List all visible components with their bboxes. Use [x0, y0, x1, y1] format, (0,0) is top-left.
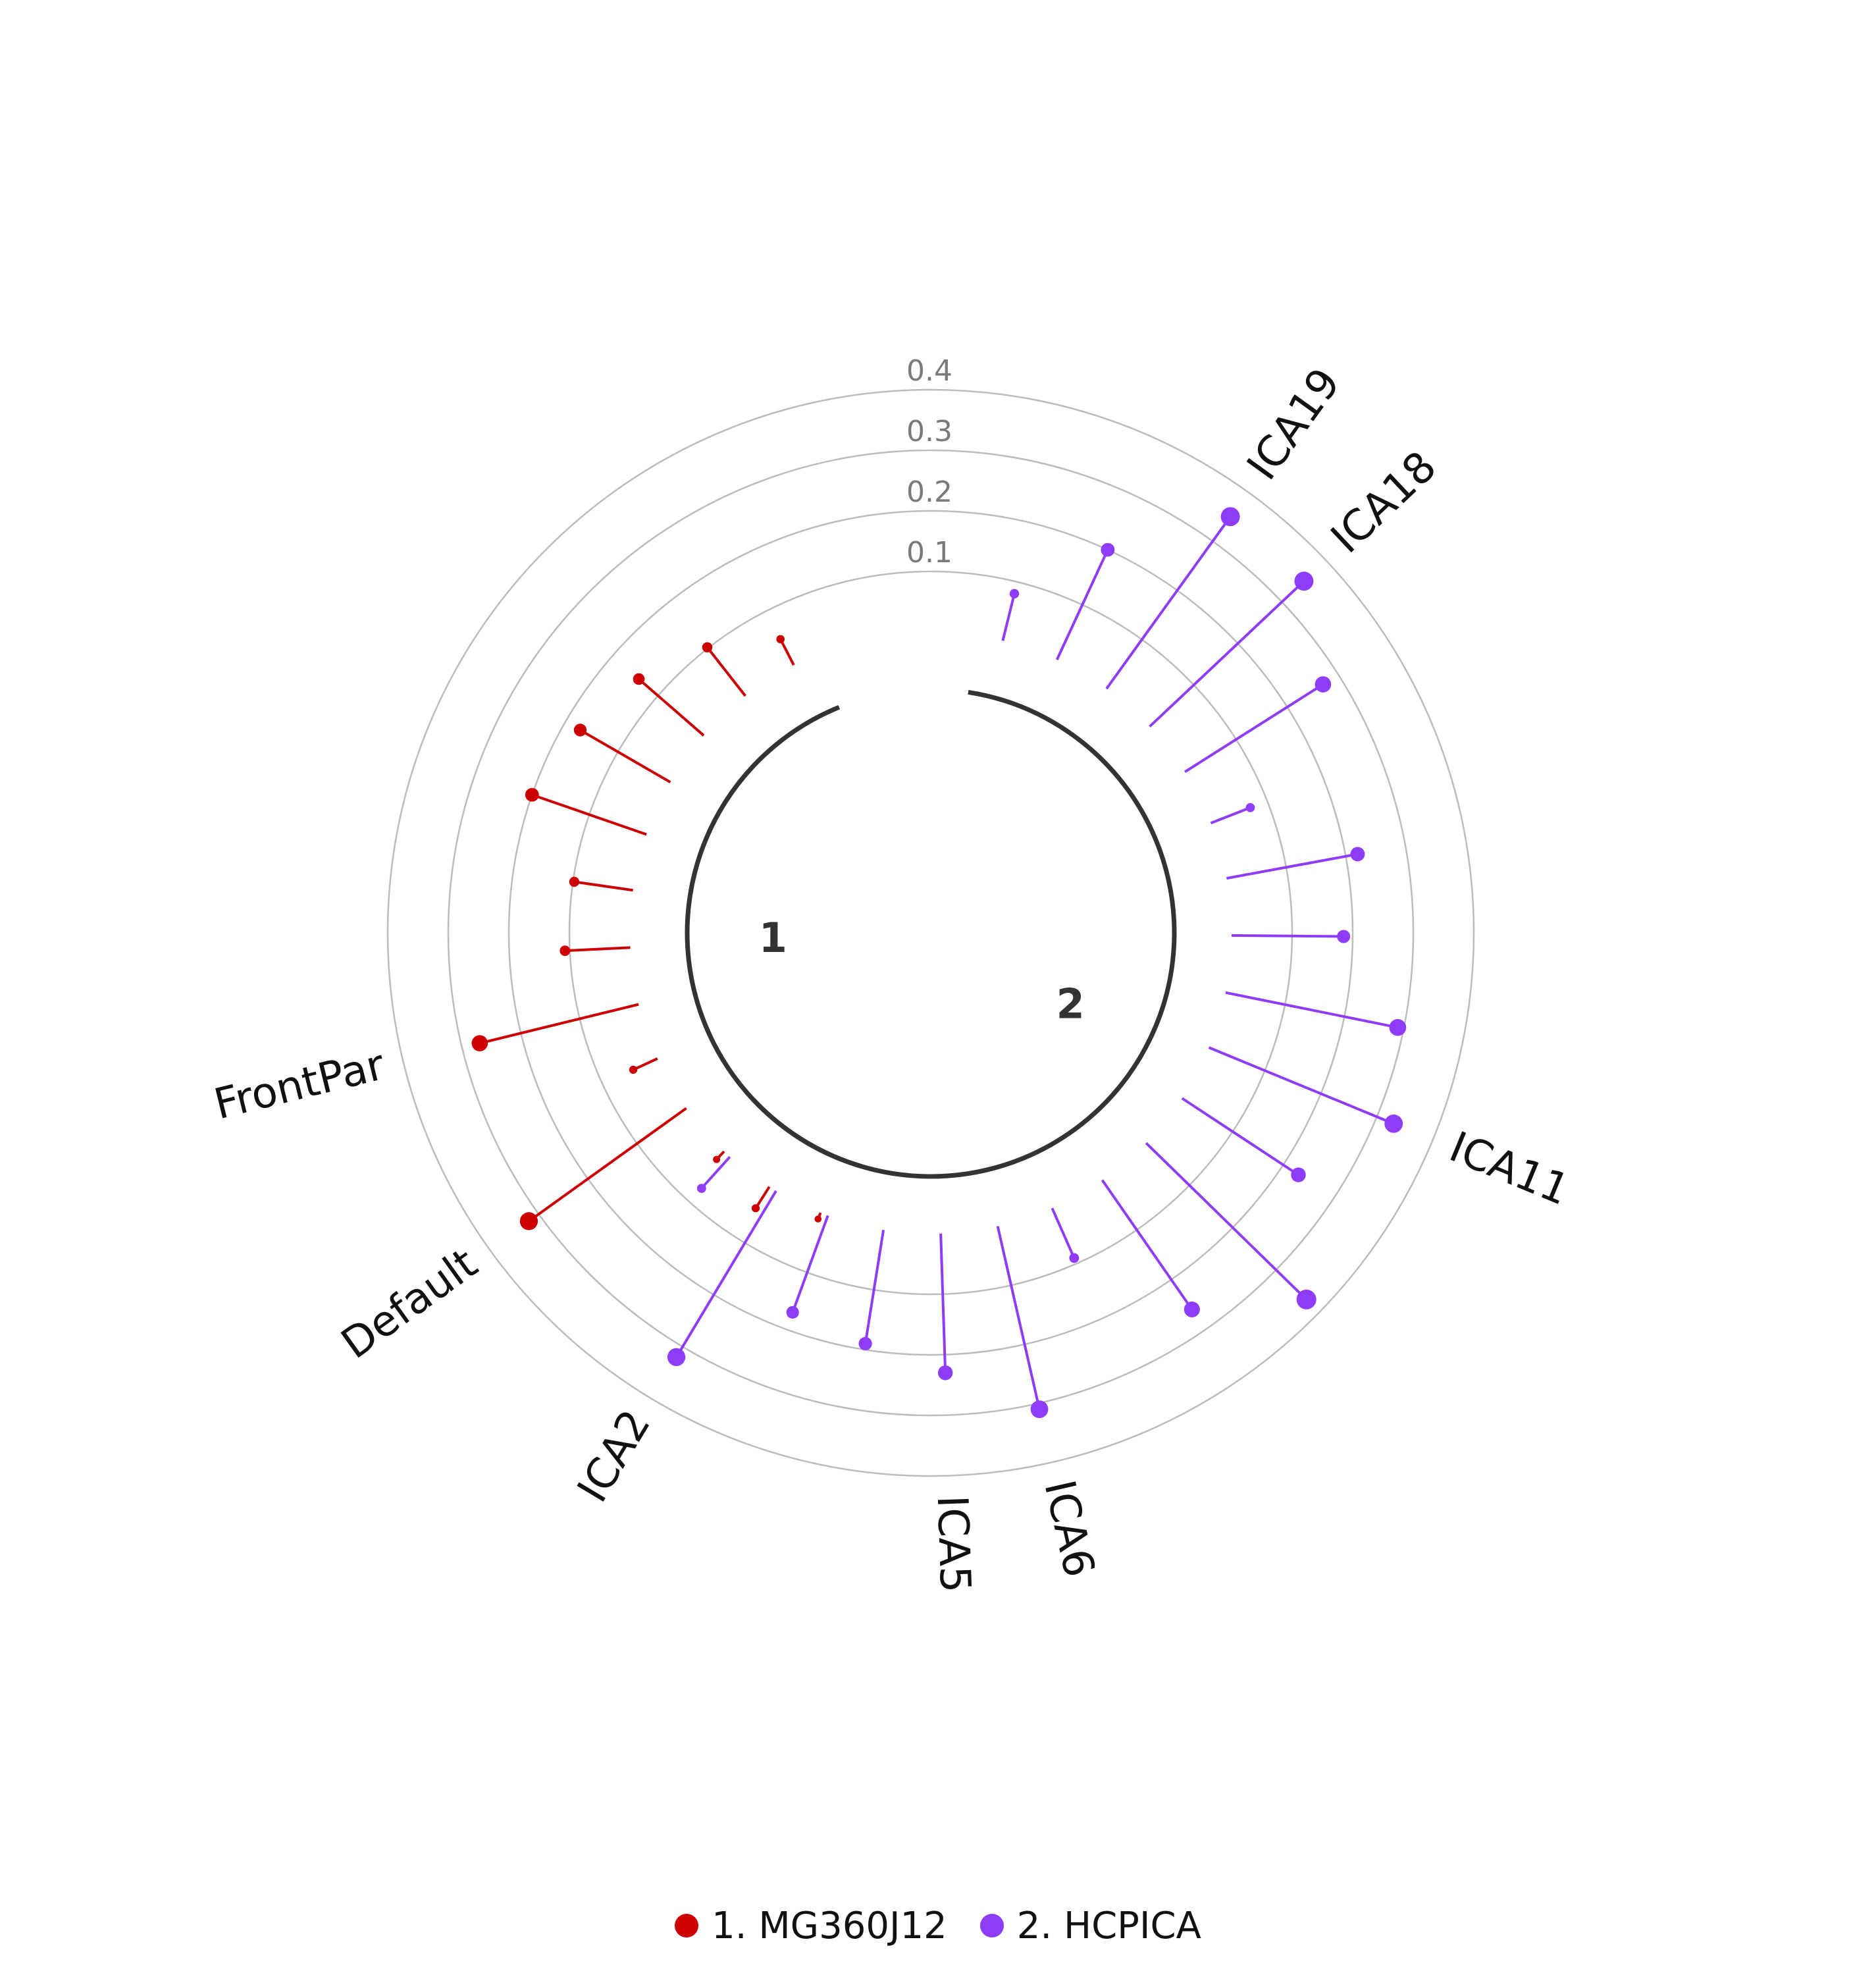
point-label-ICA5: ICA5 — [927, 1494, 979, 1593]
dot-FrontPar — [471, 1035, 488, 1051]
stem-point-23 — [1181, 1097, 1299, 1176]
radial-tick-label: 0.1 — [906, 536, 952, 569]
stem-point-32 — [700, 1155, 731, 1190]
dot-ICA5 — [937, 1365, 953, 1381]
stem-point-8 — [531, 793, 647, 836]
grid-ring-0.4 — [386, 388, 1475, 1477]
dot-point-0 — [814, 1215, 822, 1223]
point-label-Default: Default — [333, 1239, 486, 1368]
stem-point-24 — [1145, 1142, 1308, 1301]
point-label-ICA18: ICA18 — [1322, 442, 1446, 563]
dot-point-11 — [702, 642, 713, 652]
dot-point-17 — [1315, 676, 1332, 693]
dot-ICA18 — [1294, 571, 1314, 591]
dot-point-32 — [696, 1184, 706, 1193]
stem-Default — [528, 1107, 687, 1223]
dot-ICA19 — [1220, 507, 1240, 527]
dot-point-20 — [1337, 930, 1351, 943]
stem-point-7 — [574, 880, 633, 892]
dot-ICA2 — [667, 1348, 686, 1367]
stem-point-6 — [565, 946, 631, 953]
group-label-1: 1 — [759, 914, 787, 962]
dot-point-14 — [1101, 542, 1115, 557]
grid-ring-0.1 — [568, 570, 1293, 1296]
dot-ICA11 — [1384, 1114, 1403, 1133]
stem-point-14 — [1055, 549, 1109, 660]
stem-ICA19 — [1105, 515, 1232, 690]
radial-tick-label: 0.2 — [906, 475, 952, 509]
radial-tick-label: 0.4 — [906, 354, 952, 388]
stem-point-26 — [1051, 1207, 1076, 1259]
stem-point-10 — [638, 677, 705, 737]
dot-point-18 — [1245, 803, 1255, 812]
point-label-ICA2: ICA2 — [568, 1402, 660, 1510]
dot-point-12 — [776, 635, 785, 644]
stem-point-30 — [791, 1215, 829, 1313]
dot-point-8 — [525, 787, 539, 802]
radial-tick-label: 0.3 — [906, 415, 952, 448]
dot-point-23 — [1291, 1167, 1306, 1182]
radial-grid — [386, 388, 1475, 1477]
legend-marker-group-1 — [675, 1914, 699, 1937]
stem-ICA18 — [1149, 580, 1305, 728]
stem-point-29 — [864, 1229, 885, 1344]
dot-point-21 — [1389, 1018, 1407, 1036]
stem-point-9 — [579, 729, 671, 783]
grid-ring-0.3 — [447, 449, 1415, 1417]
legend-marker-group-2 — [979, 1914, 1004, 1937]
dot-point-9 — [573, 724, 587, 737]
dot-point-1 — [751, 1204, 760, 1213]
dot-point-30 — [786, 1305, 799, 1319]
point-label-FrontPar: FrontPar — [209, 1041, 390, 1130]
stem-FrontPar — [479, 1003, 639, 1045]
dot-point-29 — [858, 1336, 872, 1351]
radial-tick-labels: 0.1 0.2 0.3 0.4 — [906, 354, 952, 569]
point-label-ICA11: ICA11 — [1443, 1122, 1576, 1215]
group-label-2: 2 — [1056, 980, 1085, 1028]
dot-point-4 — [629, 1065, 638, 1074]
stem-point-13 — [1001, 593, 1016, 641]
dot-point-6 — [560, 945, 571, 957]
stem-point-17 — [1184, 683, 1324, 774]
dot-point-2 — [713, 1155, 721, 1163]
stem-point-18 — [1210, 806, 1251, 825]
group-arcs: 12 — [685, 689, 1177, 1179]
point-label-ICA6: ICA6 — [1034, 1476, 1103, 1582]
legend-item-group-1: 1. MG360J12 — [675, 1905, 947, 1947]
stem-point-19 — [1226, 853, 1358, 880]
legend-label-group-1: 1. MG360J12 — [712, 1904, 947, 1947]
stem-ICA6 — [996, 1226, 1041, 1410]
stem-point-1 — [754, 1186, 771, 1209]
stem-ICA5 — [939, 1233, 947, 1373]
stem-point-21 — [1225, 991, 1398, 1029]
grid-ring-0.2 — [508, 510, 1354, 1356]
dot-point-26 — [1069, 1253, 1080, 1263]
stem-point-11 — [706, 646, 746, 697]
point-label-ICA19: ICA19 — [1238, 359, 1350, 488]
dot-point-10 — [633, 673, 645, 685]
lollipop-stems — [479, 515, 1398, 1410]
legend-label-group-2: 2. HCPICA — [1016, 1904, 1201, 1947]
dot-point-13 — [1009, 589, 1020, 598]
dot-point-7 — [569, 876, 580, 887]
stem-point-4 — [633, 1057, 658, 1071]
stem-ICA2 — [675, 1190, 777, 1358]
stem-point-12 — [779, 638, 795, 666]
stem-ICA11 — [1208, 1046, 1394, 1125]
legend: 1. MG360J12 2. HCPICA — [0, 1896, 1876, 1955]
dot-point-19 — [1350, 847, 1365, 862]
lollipop-dots — [471, 507, 1407, 1418]
dot-point-25 — [1184, 1302, 1200, 1318]
stem-point-25 — [1101, 1179, 1193, 1311]
dot-ICA6 — [1030, 1400, 1049, 1418]
dot-Default — [519, 1212, 538, 1230]
dot-point-24 — [1296, 1289, 1316, 1309]
legend-item-group-2: 2. HCPICA — [979, 1904, 1201, 1947]
group-arc-2 — [751, 689, 1177, 1179]
